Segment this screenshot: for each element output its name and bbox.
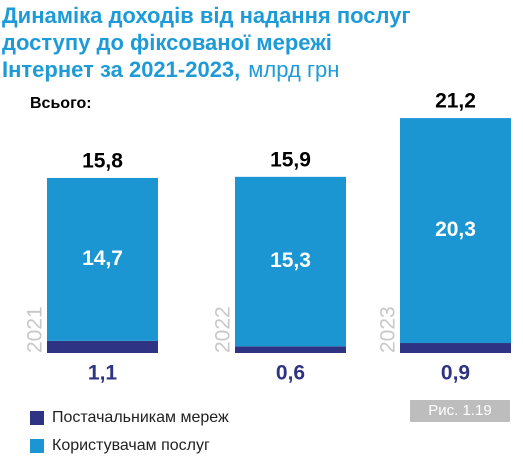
- legend-swatch: [30, 439, 44, 453]
- value-label: 15,3: [270, 249, 311, 272]
- bar-segment: [47, 340, 158, 353]
- legend-swatch: [30, 411, 44, 425]
- legend-label: Постачальникам мереж: [52, 409, 229, 426]
- value-label: 1,1: [88, 362, 118, 385]
- category-label: 2021: [24, 306, 47, 353]
- total-label: 15,8: [82, 149, 123, 172]
- total-label: 15,9: [270, 148, 311, 171]
- value-label: 14,7: [82, 247, 123, 270]
- value-label: 20,3: [435, 218, 476, 241]
- unit: млрд грн: [248, 57, 339, 82]
- bar-segment: [235, 346, 346, 353]
- category-label: 2022: [212, 306, 235, 353]
- value-label: 0,9: [441, 362, 470, 385]
- title-line: Динаміка доходів від надання послуг: [2, 3, 411, 28]
- total-caption: Всього:: [30, 95, 92, 112]
- bar-segment: [400, 343, 511, 353]
- title-line: доступу до фіксованої мережі: [2, 30, 332, 55]
- title: Динаміка доходів від надання послугдосту…: [2, 3, 411, 82]
- value-label: 0,6: [276, 362, 305, 385]
- figure-label-box: [410, 400, 510, 422]
- category-label: 2023: [377, 306, 400, 353]
- bar-segment: [47, 177, 158, 341]
- bar-segment: [235, 176, 346, 347]
- legend-label: Користувачам послуг: [52, 437, 210, 454]
- total-label: 21,2: [435, 90, 476, 113]
- title-line: Інтернет за 2021-2023,: [2, 57, 240, 82]
- figure-label: Рис. 1.19: [428, 402, 491, 419]
- bar-segment: [400, 118, 511, 344]
